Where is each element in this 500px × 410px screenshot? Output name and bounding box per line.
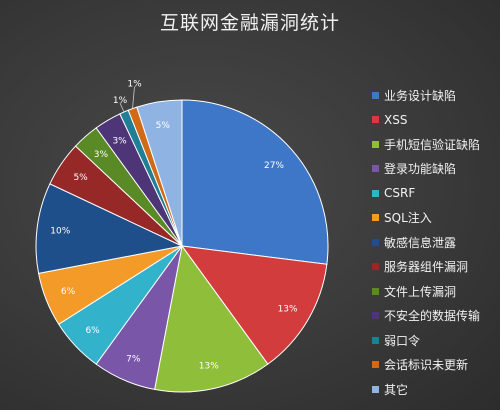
legend-item: 文件上传漏洞	[372, 279, 500, 304]
slice-data-label: 1%	[113, 96, 128, 106]
legend-swatch	[372, 189, 379, 197]
legend-label: 不安全的数据传输	[384, 309, 481, 324]
legend-label: 会话标识未更新	[384, 358, 469, 373]
legend-item: XSS	[372, 108, 500, 133]
legend-label: 服务器组件漏洞	[384, 260, 469, 275]
legend-swatch	[372, 116, 379, 124]
legend-item: CSRF	[372, 181, 500, 206]
legend-label: CSRF	[384, 186, 416, 201]
pie-slice	[154, 244, 269, 393]
legend-item: SQL注入	[372, 206, 500, 231]
legend-swatch	[372, 263, 379, 271]
legend-item: 业务设计缺陷	[372, 83, 500, 108]
slice-data-label: 10%	[50, 227, 70, 237]
pie-slice	[136, 99, 183, 247]
pie-slice	[181, 99, 329, 265]
legend-swatch	[372, 140, 379, 148]
legend-label: 手机短信验证缺陷	[384, 137, 481, 152]
pie-data-labels: 27% 13% 13% 7% 6% 6% 10% 5% 3%3% 1% 1% 5%	[50, 80, 298, 372]
slice-data-label: 13%	[199, 362, 219, 372]
slice-data-label: 3%	[94, 150, 109, 160]
slice-data-label: 6%	[85, 326, 100, 336]
legend-label: SQL注入	[384, 211, 432, 226]
legend-item: 手机短信验证缺陷	[372, 132, 500, 157]
legend-label: 弱口令	[384, 333, 421, 348]
chart-legend: 业务设计缺陷 XSS 手机短信验证缺陷 登录功能缺陷 CSRF SQL注入敏感信息泄露 服务…	[372, 83, 500, 402]
legend-label: 其它	[384, 382, 409, 397]
legend-swatch	[372, 165, 379, 173]
legend-swatch	[372, 214, 379, 222]
legend-item: 弱口令	[372, 328, 500, 353]
slice-data-label: 3%	[112, 136, 127, 146]
slice-data-label: 1%	[127, 80, 142, 90]
legend-swatch	[372, 361, 379, 369]
leader-line	[119, 102, 125, 113]
legend-item: 不安全的数据传输	[372, 304, 500, 329]
slice-data-label: 13%	[278, 304, 298, 314]
legend-swatch	[372, 336, 379, 344]
slice-data-label: 27%	[264, 161, 284, 171]
slice-data-label: 5%	[156, 121, 171, 131]
legend-swatch	[372, 238, 379, 246]
legend-label: XSS	[384, 112, 408, 127]
pie-slices	[35, 99, 329, 393]
legend-swatch	[372, 91, 379, 99]
legend-swatch	[372, 385, 379, 393]
slice-data-label: 7%	[126, 355, 141, 365]
pie-slice	[35, 183, 184, 274]
legend-swatch	[372, 312, 379, 320]
legend-item: 其它	[372, 377, 500, 402]
legend-item: 敏感信息泄露	[372, 230, 500, 255]
legend-label: 文件上传漏洞	[384, 284, 457, 299]
leader-line	[132, 86, 135, 109]
pie-leader-lines	[119, 86, 135, 113]
slice-data-label: 6%	[61, 287, 76, 297]
legend-item: 会话标识未更新	[372, 353, 500, 378]
slice-data-label: 5%	[73, 173, 88, 183]
chart-title: 互联网金融漏洞统计	[159, 12, 340, 34]
legend-label: 业务设计缺陷	[384, 88, 457, 103]
legend-swatch	[372, 287, 379, 295]
legend-item: 登录功能缺陷	[372, 157, 500, 182]
legend-label: 敏感信息泄露	[384, 235, 457, 250]
pie-slice	[180, 245, 328, 365]
legend-item: 服务器组件漏洞	[372, 255, 500, 280]
legend-label: 登录功能缺陷	[384, 162, 457, 177]
